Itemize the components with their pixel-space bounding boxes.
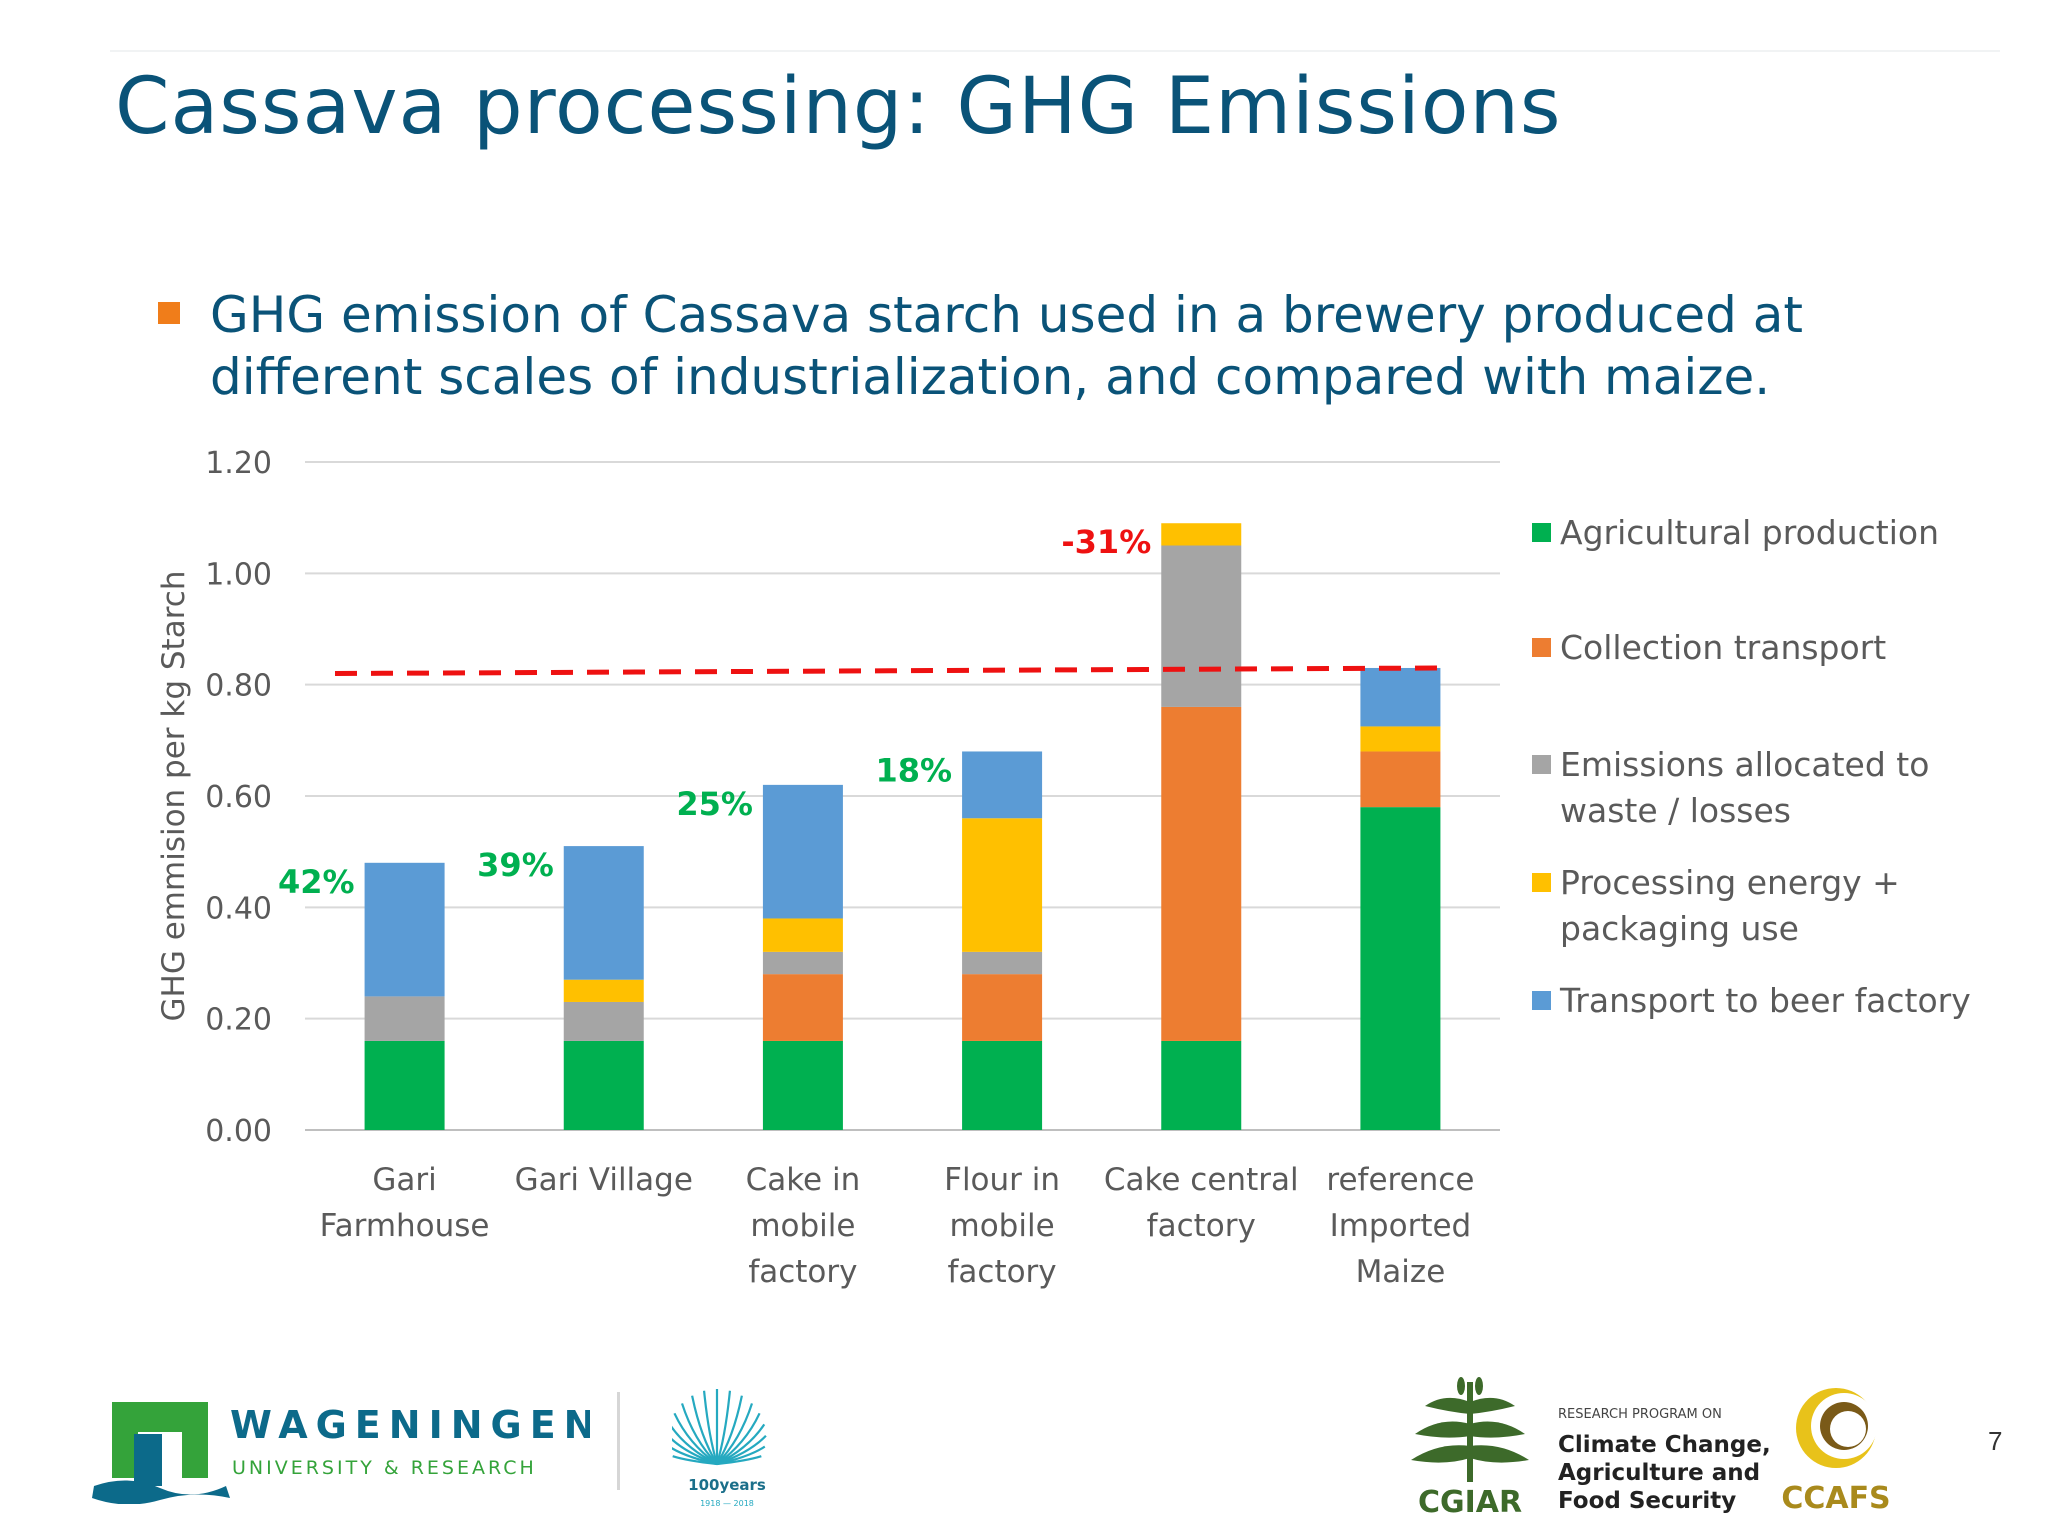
- wageningen-name: WAGENINGEN: [230, 1403, 590, 1447]
- legend-label: Processing energy + packaging use: [1560, 863, 1900, 948]
- x-tick-label: Farmhouse: [320, 1208, 490, 1244]
- x-tick-label: Flour in: [944, 1162, 1060, 1198]
- legend-swatch: [1532, 523, 1551, 542]
- bar-segment: [762, 918, 843, 952]
- x-tick-label: Cake central: [1104, 1162, 1299, 1198]
- bar-segment: [962, 951, 1043, 975]
- bar-segment: [762, 1040, 843, 1130]
- bar-segment: [1360, 807, 1441, 1130]
- legend-label: Transport to beer factory: [1560, 981, 1971, 1020]
- bar-segment: [1161, 523, 1242, 546]
- centennial-logo: 100years 1918 — 2018: [672, 1389, 767, 1508]
- program-line-1: Climate Change,: [1558, 1432, 1771, 1458]
- program-kicker: RESEARCH PROGRAM ON: [1558, 1407, 1722, 1422]
- y-axis-label: GHG emmision per kg Starch: [156, 571, 192, 1022]
- y-tick-label: 1.00: [205, 557, 272, 592]
- x-tick-label: Gari: [372, 1162, 436, 1198]
- bar-segment: [1161, 706, 1242, 1041]
- y-tick-label: 0.20: [205, 1003, 272, 1038]
- bar-segment: [563, 846, 644, 980]
- y-tick-label: 0.40: [205, 891, 272, 926]
- bar-segment: [1360, 726, 1441, 752]
- x-tick-label: reference: [1326, 1162, 1474, 1198]
- cgiar-logo: CGIAR: [1411, 1377, 1529, 1520]
- bar-segment: [563, 1040, 644, 1130]
- title-divider: [110, 50, 2000, 52]
- x-tick-label: Imported: [1330, 1208, 1472, 1244]
- bar-segment: [1161, 1040, 1242, 1130]
- centennial-years: 1918 — 2018: [700, 1499, 754, 1508]
- bar-segment: [563, 979, 644, 1002]
- bar-segment: [762, 974, 843, 1041]
- page-number: 7: [1988, 1426, 2003, 1456]
- bar-segment: [364, 862, 445, 997]
- legend-label: Emissions allocated to waste / losses: [1560, 745, 1930, 830]
- slide-title: Cassava processing: GHG Emissions: [115, 62, 1562, 152]
- percent-annotation: 25%: [676, 785, 753, 823]
- bar-segment: [762, 951, 843, 975]
- bar-segment: [1360, 751, 1441, 808]
- ccafs-swirl-icon: [1796, 1388, 1877, 1468]
- wageningen-logo: WAGENINGEN UNIVERSITY & RESEARCH: [92, 1402, 590, 1504]
- y-tick-label: 0.00: [205, 1114, 272, 1149]
- legend-swatch: [1532, 755, 1551, 774]
- x-tick-label: mobile: [950, 1208, 1055, 1244]
- logo-separator: [617, 1392, 620, 1490]
- emissions-chart: 0.00 0.20 0.40 0.60 0.80 1.00 1.20 GHG emmision…: [156, 446, 1500, 1290]
- x-tick-label: Maize: [1356, 1254, 1446, 1290]
- y-tick-label: 1.20: [205, 446, 272, 481]
- bar-segment: [364, 996, 445, 1041]
- program-line-3: Food Security: [1558, 1488, 1736, 1514]
- legend-swatch: [1532, 873, 1551, 892]
- y-tick-label: 0.80: [205, 669, 272, 704]
- bar-segment: [962, 751, 1043, 819]
- bar-segment: [962, 1040, 1043, 1130]
- legend-label: Collection transport: [1560, 628, 1887, 667]
- x-tick-label: mobile: [750, 1208, 855, 1244]
- x-tick-label: Cake in: [746, 1162, 861, 1198]
- climate-program-logo: RESEARCH PROGRAM ON Climate Change, Agri…: [1558, 1407, 1771, 1514]
- bar-segment: [962, 818, 1043, 952]
- percent-annotation: 42%: [278, 863, 355, 901]
- legend-swatch: [1532, 991, 1551, 1010]
- x-tick-label: factory: [748, 1254, 857, 1290]
- percent-annotation: 39%: [477, 846, 554, 884]
- bar-segment: [762, 784, 843, 919]
- palm-leaf-icon: [672, 1389, 767, 1466]
- centennial-label: 100years: [688, 1476, 766, 1494]
- bar-segment: [1161, 545, 1242, 707]
- bar-segment: [563, 1001, 644, 1041]
- ccafs-label: CCAFS: [1781, 1481, 1890, 1516]
- bullet-marker: [158, 302, 180, 324]
- legend-label: Agricultural production: [1560, 513, 1939, 552]
- x-tick-label: factory: [1147, 1208, 1256, 1244]
- x-tick-label: Gari Village: [515, 1162, 693, 1198]
- wheat-plant-icon: [1411, 1377, 1529, 1482]
- y-tick-label: 0.60: [205, 780, 272, 815]
- bar-segment: [962, 974, 1043, 1041]
- ccafs-logo: CCAFS: [1781, 1388, 1891, 1516]
- cgiar-label: CGIAR: [1418, 1485, 1522, 1520]
- x-tick-label: factory: [947, 1254, 1056, 1290]
- percent-annotation: -31%: [1061, 523, 1151, 561]
- bullet-text: GHG emission of Cassava starch used in a…: [210, 286, 1803, 406]
- program-line-2: Agriculture and: [1558, 1460, 1760, 1486]
- bar-segment: [364, 1040, 445, 1130]
- percent-annotation: 18%: [875, 751, 952, 789]
- wageningen-wave-icon: [92, 1480, 230, 1504]
- wageningen-subtitle: UNIVERSITY & RESEARCH: [232, 1457, 537, 1479]
- bar-segment: [1360, 667, 1441, 727]
- reference-line: [334, 665, 1449, 677]
- legend-swatch: [1532, 638, 1551, 657]
